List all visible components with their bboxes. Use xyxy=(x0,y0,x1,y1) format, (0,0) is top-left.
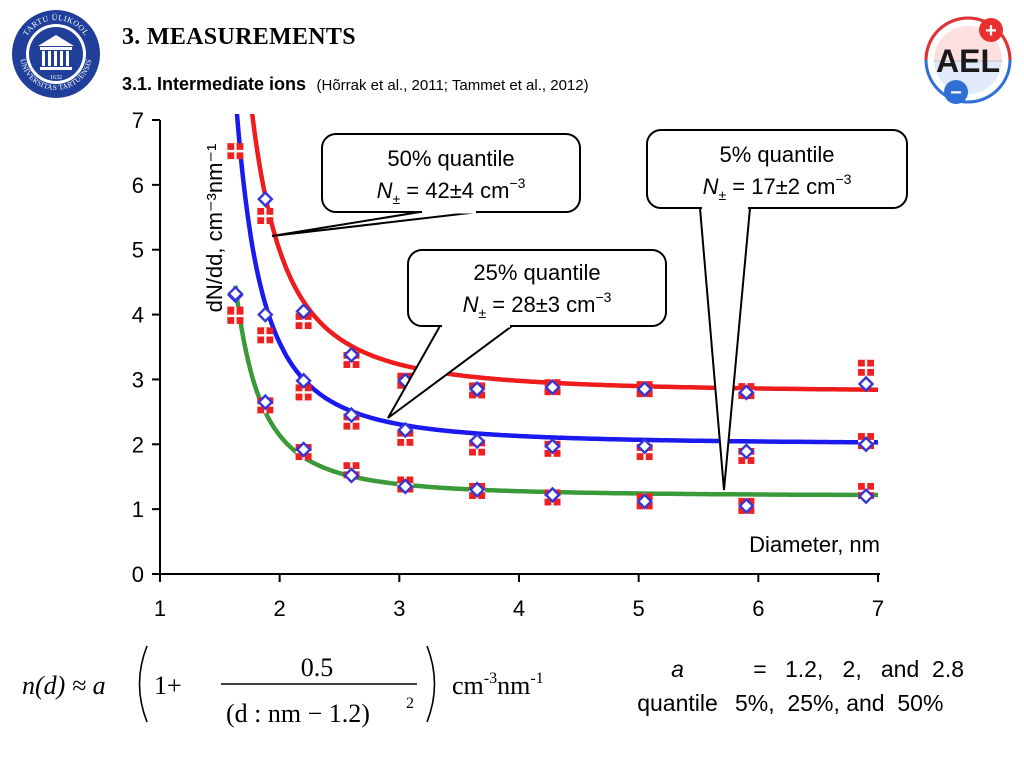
diamond-marker xyxy=(857,436,875,453)
diamond-marker xyxy=(397,478,414,495)
a-key: a xyxy=(671,656,684,682)
diamond-marker xyxy=(397,421,414,439)
diamond-marker xyxy=(636,493,653,510)
y-tick-label: 6 xyxy=(132,173,144,198)
diamond-marker xyxy=(295,303,312,320)
x-tick-label: 5 xyxy=(633,596,645,621)
diamond-marker xyxy=(257,190,274,208)
callout-tail xyxy=(387,325,516,419)
formula-units: cm-3nm-1 xyxy=(452,670,544,700)
x-tick-label: 1 xyxy=(154,596,166,621)
ael-logo-text: AEL xyxy=(936,43,1000,79)
seal-year: 1632 xyxy=(50,75,62,81)
square-marker xyxy=(858,359,875,376)
x-tick-label: 6 xyxy=(752,596,764,621)
diamond-marker xyxy=(544,379,561,396)
university-seal-logo: 1632 TARTU ÜLIKOOL UNIVERSITAS TARTUENSI… xyxy=(12,10,100,98)
y-tick-label: 4 xyxy=(132,303,144,328)
diamond-marker xyxy=(257,393,274,411)
callout-tail xyxy=(271,211,479,237)
x-axis-label: Diameter, nm xyxy=(749,532,880,557)
square-marker xyxy=(257,207,274,224)
formula-paren-right xyxy=(426,645,436,723)
quantile-values: 5%, 25%, and 50% xyxy=(735,690,944,716)
callout-bubble: 50% quantile N± = 42±4 cm−3 xyxy=(271,133,581,237)
callout-box xyxy=(407,249,667,327)
a-values-row: a = 1.2, 2, and 2.8 xyxy=(620,652,1015,686)
y-tick-label: 1 xyxy=(132,497,144,522)
diamond-marker xyxy=(295,372,312,389)
square-marker xyxy=(257,327,274,344)
fit-curves xyxy=(233,114,878,498)
data-markers xyxy=(227,143,875,515)
y-tick-label: 2 xyxy=(132,432,144,457)
x-tick-label: 3 xyxy=(393,596,405,621)
diamond-marker xyxy=(468,481,486,498)
quantile-key: quantile xyxy=(637,690,718,716)
section-title: 3. MEASUREMENTS xyxy=(122,24,356,50)
diamond-marker xyxy=(343,406,360,424)
square-marker xyxy=(295,384,312,401)
square-marker xyxy=(227,307,244,324)
subsection-title: 3.1. Intermediate ions xyxy=(122,74,307,94)
callout-value: N± = 17±2 cm−3 xyxy=(703,171,852,203)
diamond-marker xyxy=(636,438,653,455)
plus-icon: + xyxy=(985,20,997,42)
diamond-marker xyxy=(738,443,755,460)
subsection-heading: 3.1. Intermediate ions (Hõrrak et al., 2… xyxy=(122,74,589,95)
y-tick-label: 5 xyxy=(132,238,144,263)
diamond-marker xyxy=(227,285,244,303)
formula-one-plus: 1+ xyxy=(154,671,182,700)
diamond-marker xyxy=(468,380,486,398)
x-tick-label: 4 xyxy=(513,596,525,621)
x-tick-label: 7 xyxy=(872,596,884,621)
callout-box xyxy=(646,129,908,209)
formula-paren-left xyxy=(138,645,148,723)
diamond-marker xyxy=(544,438,561,455)
quantile-legend-note: a = 1.2, 2, and 2.8 quantile 5%, 25%, an… xyxy=(620,652,1015,720)
diamond-marker xyxy=(257,306,274,323)
callout-value: N± = 42±4 cm−3 xyxy=(377,175,526,207)
callouts: 50% quantile N± = 42±4 cm−3 25% quantile N±… xyxy=(271,129,908,491)
formula-denominator-exp: 2 xyxy=(406,695,414,712)
callout-value: N± = 28±3 cm−3 xyxy=(463,289,612,321)
y-tick-label: 3 xyxy=(132,367,144,392)
a-values: 1.2, 2, and 2.8 xyxy=(785,656,965,682)
square-marker xyxy=(227,143,244,160)
y-tick-label: 0 xyxy=(132,562,144,587)
diamond-marker xyxy=(343,346,360,363)
diamond-marker xyxy=(636,380,653,398)
equals-sign: = xyxy=(753,656,767,682)
formula-lhs: n(d) ≈ a xyxy=(22,671,106,700)
diamond-marker xyxy=(295,441,312,458)
minus-icon: − xyxy=(950,82,962,104)
ael-logo: + − AEL xyxy=(924,16,1012,104)
x-tick-label: 2 xyxy=(274,596,286,621)
diamond-marker xyxy=(544,486,561,504)
subsection-references: (Hõrrak et al., 2011; Tammet et al., 201… xyxy=(316,77,589,94)
callout-label: 50% quantile xyxy=(387,146,514,171)
fit-curve-a-2 xyxy=(234,114,878,445)
callout-bubble: 25% quantile N± = 28±3 cm−3 xyxy=(387,249,667,419)
quantile-values-row: quantile 5%, 25%, and 50% xyxy=(620,686,1015,720)
diamond-marker xyxy=(738,497,755,515)
callout-bubble: 5% quantile N± = 17±2 cm−3 xyxy=(646,129,908,491)
diamond-marker xyxy=(857,375,875,393)
y-axis-label: dN/dd, cm⁻³nm⁻¹ xyxy=(202,144,227,313)
fit-formula: n(d) ≈ a 1+ 0.5 (d : nm − 1.2) 2 cm-3nm-… xyxy=(22,645,544,728)
y-tick-label: 7 xyxy=(132,108,144,133)
diamond-marker xyxy=(857,487,875,505)
diamond-marker xyxy=(343,467,360,484)
formula-numerator: 0.5 xyxy=(301,653,334,682)
diamond-marker xyxy=(468,432,486,450)
formula-denominator: (d : nm − 1.2) xyxy=(226,699,370,728)
diamond-marker xyxy=(738,384,755,401)
callout-label: 25% quantile xyxy=(473,260,600,285)
callout-label: 5% quantile xyxy=(720,142,835,167)
